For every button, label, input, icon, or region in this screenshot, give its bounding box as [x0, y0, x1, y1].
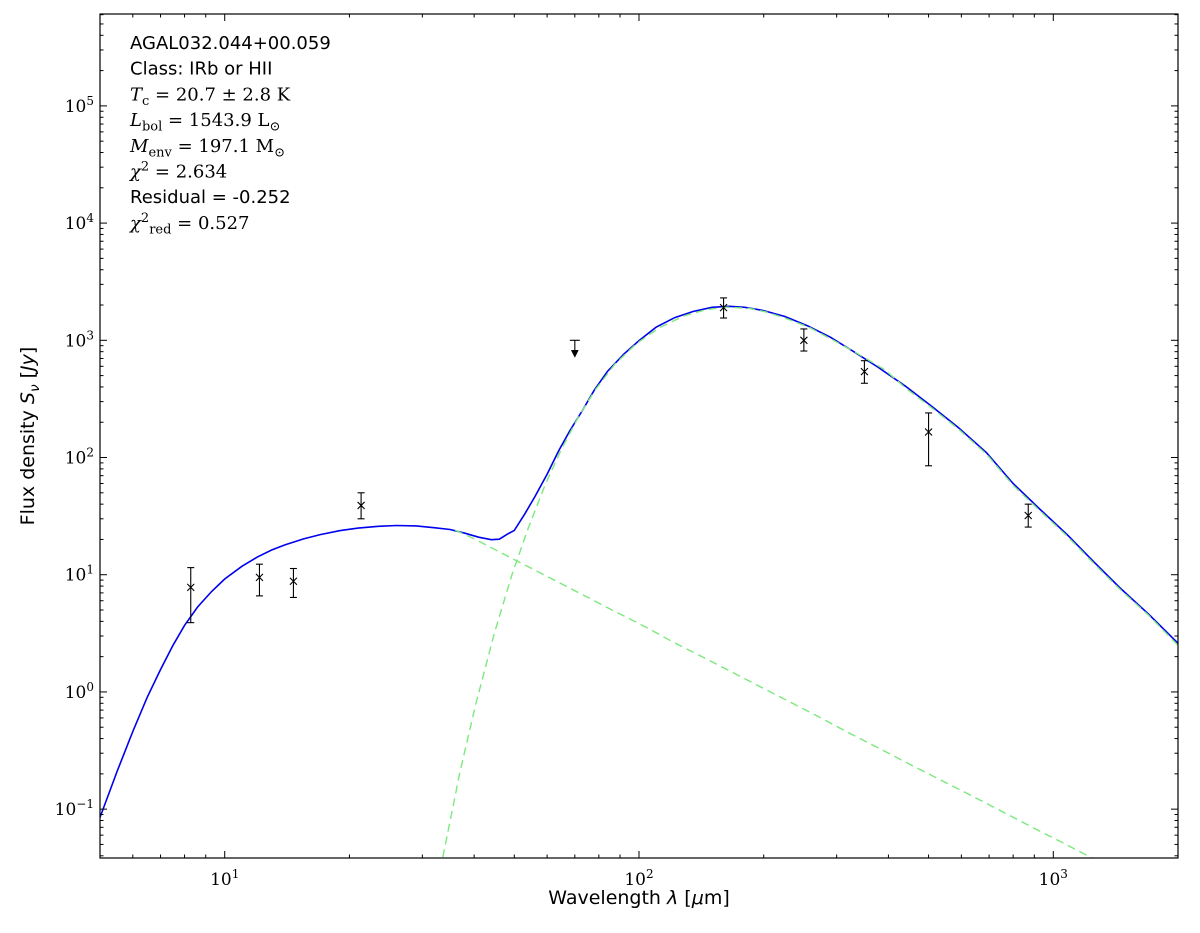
annotation-line-3: Tc = 20.7 ± 2.8 K: [130, 84, 291, 109]
component-warm-curve: [454, 529, 1094, 858]
annotation-line-8: χ2red = 0.527: [128, 211, 250, 237]
component-cold-curve: [442, 306, 1178, 858]
x-tick-labels: 101 102 103: [210, 867, 1068, 890]
data-point: [799, 328, 808, 352]
data-point: [186, 567, 195, 624]
y-tick-label: 105: [65, 94, 94, 117]
upper-limit-marker: [569, 339, 580, 358]
y-tick-label: 102: [65, 446, 94, 469]
y-tick-labels: 10−1 100 101 102 103 104 105: [55, 94, 95, 820]
annotation-line-4: Lbol = 1543.9 L⊙: [129, 110, 280, 135]
annotation-line-2: Class: IRb or HII: [130, 59, 272, 80]
data-point: [924, 412, 933, 467]
x-axis-label: Wavelength λ [μm]: [548, 887, 729, 909]
x-tick-label: 103: [1039, 867, 1068, 890]
y-tick-label: 100: [65, 680, 94, 703]
x-tick-label: 101: [210, 867, 239, 890]
model-curves: [100, 305, 1178, 858]
data-point: [719, 297, 728, 319]
data-point: [255, 563, 264, 597]
y-tick-label: 104: [65, 211, 95, 234]
data-point: [860, 360, 869, 384]
annotation-line-6: χ2 = 2.634: [128, 160, 227, 183]
annotation-line-7: Residual = -0.252: [130, 187, 291, 208]
annotation-line-1: AGAL032.044+00.059: [130, 33, 331, 54]
y-tick-label: 103: [65, 328, 94, 351]
annotation-line-5: Menv = 197.1 M⊙: [129, 136, 285, 161]
y-tick-label: 10−1: [55, 797, 94, 820]
data-point: [289, 567, 298, 598]
axis-ticks: [100, 14, 1178, 858]
y-tick-label: 101: [65, 563, 94, 586]
data-point: [357, 492, 365, 520]
y-axis-label: Flux density Sν [Jy]: [17, 347, 43, 526]
data-point: [1024, 503, 1033, 528]
data-points: [186, 297, 1033, 624]
x-tick-label: 102: [624, 867, 653, 890]
